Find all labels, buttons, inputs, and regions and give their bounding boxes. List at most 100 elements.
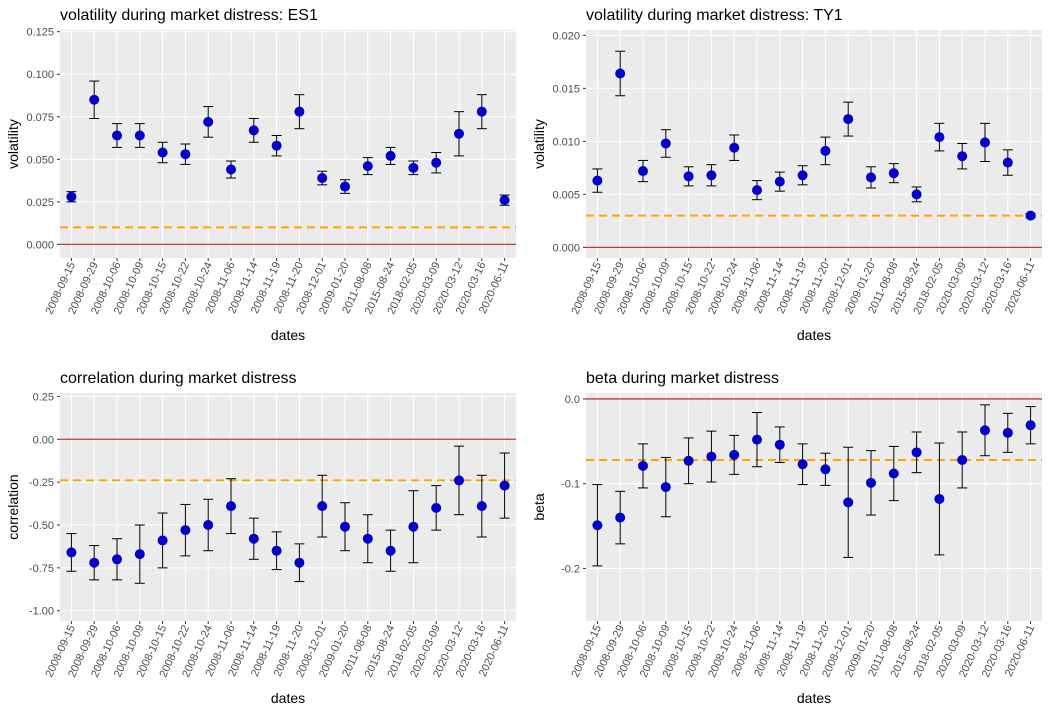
point [638, 460, 648, 471]
point [476, 501, 487, 512]
point [638, 166, 648, 177]
y-axis-label: volatility [531, 119, 547, 169]
point [888, 168, 899, 179]
point [615, 68, 626, 79]
point [911, 189, 922, 200]
y-tick-label: -0.2 [561, 563, 580, 575]
y-tick-label: 0.000 [26, 239, 54, 251]
point [797, 170, 808, 181]
point [362, 533, 373, 544]
plot-background [60, 30, 516, 258]
point [1002, 427, 1013, 438]
point [683, 171, 694, 182]
y-tick-label: 0.015 [552, 83, 580, 95]
point [66, 191, 77, 202]
y-axis-label: beta [531, 493, 547, 520]
point [203, 520, 214, 530]
y-tick-label: -0.25 [29, 477, 54, 489]
point [660, 482, 671, 493]
point [980, 425, 990, 436]
point [866, 172, 876, 183]
point [385, 150, 396, 161]
point [499, 195, 510, 206]
point [888, 468, 899, 479]
point [340, 521, 350, 532]
y-tick-label: 0.050 [26, 154, 54, 166]
point [157, 147, 168, 158]
point [226, 501, 236, 512]
y-tick-label: -0.1 [561, 479, 580, 491]
panel: beta during market distress-0.2-0.10.020… [531, 370, 1042, 706]
point [866, 477, 876, 488]
y-tick-label: -0.50 [29, 520, 54, 532]
point [431, 502, 442, 513]
chart-title: volatility during market distress: TY1 [586, 7, 843, 24]
point [180, 525, 191, 536]
panel: volatility during market distress: TY1 0.… [531, 7, 1042, 343]
y-axis-label: volatility [5, 119, 21, 169]
point [729, 449, 740, 460]
point [660, 138, 671, 149]
point [615, 512, 626, 523]
x-axis-label: dates [797, 690, 831, 706]
point [934, 132, 945, 143]
chart-title: volatility during market distress: ES1 [60, 7, 318, 24]
y-tick-label: 0.100 [26, 69, 54, 81]
point [774, 439, 785, 450]
panel: volatility during market distress: ES1 0.… [5, 7, 516, 343]
point [408, 521, 419, 532]
point [226, 164, 236, 175]
y-tick-label: 0.0 [565, 394, 580, 406]
point [454, 475, 464, 486]
point [362, 161, 373, 172]
point [157, 535, 168, 546]
chart-title: correlation during market distress [60, 370, 297, 387]
y-tick-label: 0.005 [552, 189, 580, 201]
y-tick-label: -0.75 [29, 563, 54, 575]
point [454, 128, 464, 139]
point [180, 149, 191, 160]
y-tick-label: 0.075 [26, 112, 54, 124]
point [408, 162, 419, 173]
point [957, 454, 968, 465]
point [134, 130, 145, 141]
point [294, 106, 305, 117]
plot-background [586, 30, 1042, 258]
y-tick-label: 0.010 [552, 136, 580, 148]
point [843, 497, 854, 508]
point [294, 557, 305, 568]
point [957, 151, 968, 162]
point [271, 545, 282, 556]
point [340, 181, 350, 192]
point [592, 175, 603, 186]
y-tick-label: -1.00 [29, 606, 54, 618]
point [248, 533, 259, 544]
point [706, 451, 717, 462]
point [592, 520, 603, 531]
point [317, 173, 328, 184]
point [112, 130, 122, 141]
point [248, 125, 259, 136]
point [134, 549, 145, 560]
x-axis-label: dates [271, 327, 305, 343]
y-axis-label: correlation [5, 474, 21, 539]
y-tick-label: 0.020 [552, 30, 580, 42]
point [476, 106, 487, 117]
point [729, 142, 740, 153]
point [317, 501, 328, 512]
point [774, 176, 785, 187]
plot-background [60, 393, 516, 621]
point [980, 137, 990, 148]
point [431, 157, 442, 168]
point [271, 140, 282, 151]
y-tick-label: 0.125 [26, 27, 54, 39]
panel: correlation during market distress -1.00 -… [5, 370, 516, 706]
plot-background [586, 393, 1042, 621]
point [843, 114, 854, 125]
point [1025, 210, 1036, 221]
point [499, 480, 510, 491]
point [112, 554, 122, 565]
y-tick-label: 0.000 [552, 242, 580, 254]
chart-title: beta during market distress [586, 370, 779, 387]
